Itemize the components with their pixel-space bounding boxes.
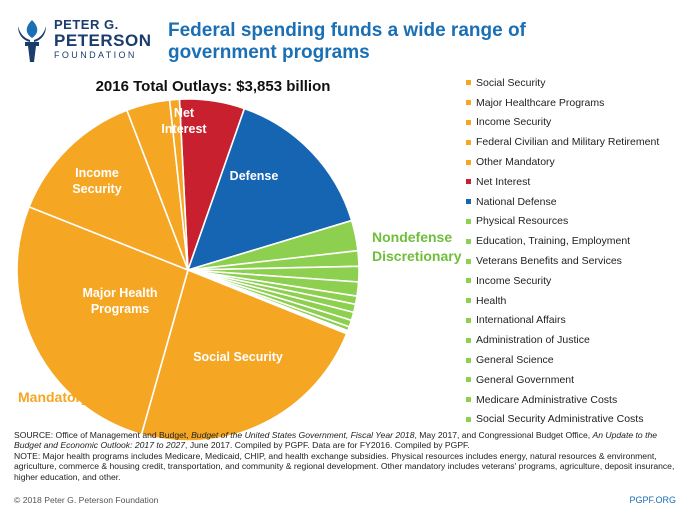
legend-item: Health xyxy=(466,291,688,311)
pie-slice-other-mandatory xyxy=(168,98,189,271)
legend-label: Social Security xyxy=(476,76,546,89)
label-income-security: Income Security xyxy=(72,166,121,196)
legend-label: Income Security xyxy=(476,274,552,287)
legend-item: Major Healthcare Programs xyxy=(466,93,688,113)
legend-swatch xyxy=(466,100,471,106)
legend-swatch xyxy=(466,337,471,343)
legend-swatch xyxy=(466,159,471,165)
legend-item: Social Security Administrative Costs xyxy=(466,410,688,430)
legend-label: Net Interest xyxy=(476,175,531,188)
legend-label: Income Security xyxy=(476,116,552,129)
legend-swatch xyxy=(466,258,471,264)
chart-legend: Social Security Major Healthcare Programs… xyxy=(466,73,688,429)
site-link[interactable]: PGPF.ORG xyxy=(629,495,676,505)
legend-label: International Affairs xyxy=(476,314,566,327)
legend-item: Other Mandatory xyxy=(466,152,688,172)
legend-item: General Government xyxy=(466,370,688,390)
legend-item: Income Security xyxy=(466,113,688,133)
page-title: Federal spending funds a wide range of g… xyxy=(168,20,526,63)
label-social-security: Social Security xyxy=(193,350,283,364)
source-note: SOURCE: Office of Management and Budget,… xyxy=(14,430,658,451)
legend-item: Federal Civilian and Military Retirement xyxy=(466,132,688,152)
legend-label: Other Mandatory xyxy=(476,156,555,169)
pie-slice-income-security xyxy=(28,109,190,272)
legend-item: Administration of Justice xyxy=(466,330,688,350)
legend-item: Physical Resources xyxy=(466,212,688,232)
legend-swatch xyxy=(466,179,471,185)
legend-swatch xyxy=(466,218,471,224)
legend-swatch xyxy=(466,377,471,383)
legend-label: Federal Civilian and Military Retirement xyxy=(476,136,660,149)
legend-swatch xyxy=(466,298,471,304)
pie-slice-national-defense xyxy=(186,107,353,272)
chart-title: 2016 Total Outlays: $3,853 billion xyxy=(95,78,331,95)
legend-swatch xyxy=(466,278,471,284)
legend-label: General Science xyxy=(476,354,554,367)
label-net-interest: Net Interest xyxy=(161,106,207,136)
legend-label: Physical Resources xyxy=(476,215,569,228)
legend-item: International Affairs xyxy=(466,311,688,331)
legend-item: Net Interest xyxy=(466,172,688,192)
copyright-text: © 2018 Peter G. Peterson Foundation xyxy=(14,495,159,505)
group-label-mandatory: Mandatory xyxy=(18,389,89,405)
pie-slice-major-healthcare-programs xyxy=(16,205,189,436)
legend-item: Income Security xyxy=(466,271,688,291)
legend-item: Education, Training, Employment xyxy=(466,231,688,251)
legend-item: Medicare Administrative Costs xyxy=(466,390,688,410)
brand-line-1: PETER G. xyxy=(54,17,119,32)
legend-label: Social Security Administrative Costs xyxy=(476,413,644,426)
legend-label: Education, Training, Employment xyxy=(476,235,631,248)
legend-item: Veterans Benefits and Services xyxy=(466,251,688,271)
legend-label: Major Healthcare Programs xyxy=(476,96,605,109)
legend-label: National Defense xyxy=(476,195,557,208)
legend-label: Medicare Administrative Costs xyxy=(476,393,618,406)
brand-line-2: PETERSON xyxy=(54,31,152,50)
legend-swatch xyxy=(466,119,471,125)
legend-swatch xyxy=(466,416,471,422)
legend-swatch xyxy=(466,397,471,403)
legend-swatch xyxy=(466,317,471,323)
legend-swatch xyxy=(466,357,471,363)
legend-swatch xyxy=(466,199,471,205)
chart-footer: SOURCE: Office of Management and Budget,… xyxy=(14,430,680,482)
group-label-nondefense: Nondefense Discretionary xyxy=(372,229,462,264)
legend-swatch xyxy=(466,238,471,244)
torch-icon xyxy=(18,20,46,62)
legend-label: Health xyxy=(476,294,507,307)
legend-label: Veterans Benefits and Services xyxy=(476,255,622,268)
brand-logo: PETER G. PETERSON FOUNDATION xyxy=(14,14,154,72)
legend-label: Administration of Justice xyxy=(476,334,590,347)
pie-inner-labels: Social Security Major Health Programs Inc… xyxy=(72,106,283,364)
legend-swatch xyxy=(466,80,471,86)
legend-label: General Government xyxy=(476,373,575,386)
methodology-note: NOTE: Major health programs includes Med… xyxy=(14,450,675,482)
label-major-health: Major Health Programs xyxy=(82,286,157,316)
legend-item: National Defense xyxy=(466,192,688,212)
pie-slices xyxy=(16,98,360,442)
pie-slice-social-security xyxy=(140,268,348,442)
label-defense: Defense xyxy=(230,169,279,183)
legend-item: Social Security xyxy=(466,73,688,93)
legend-item: General Science xyxy=(466,350,688,370)
legend-swatch xyxy=(466,139,471,145)
brand-line-3: FOUNDATION xyxy=(54,50,137,60)
